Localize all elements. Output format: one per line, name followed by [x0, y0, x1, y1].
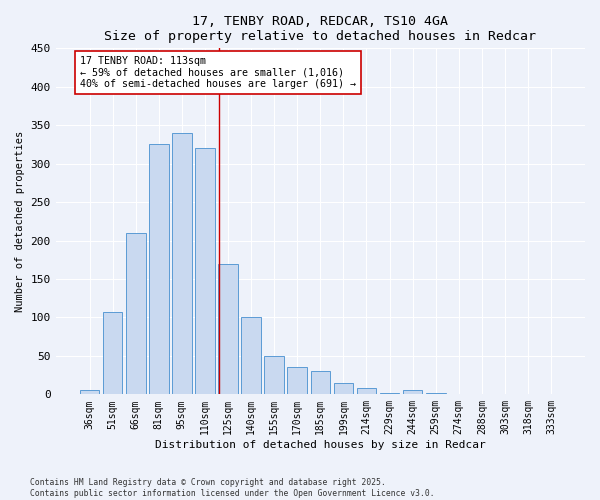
Y-axis label: Number of detached properties: Number of detached properties	[15, 130, 25, 312]
Bar	[356, 388, 376, 394]
Text: 17 TENBY ROAD: 113sqm
← 59% of detached houses are smaller (1,016)
40% of semi-d: 17 TENBY ROAD: 113sqm ← 59% of detached …	[80, 56, 356, 89]
Bar	[195, 148, 215, 394]
Bar	[403, 390, 422, 394]
X-axis label: Distribution of detached houses by size in Redcar: Distribution of detached houses by size …	[155, 440, 486, 450]
Bar	[265, 356, 284, 395]
Bar	[218, 264, 238, 394]
Bar	[241, 318, 261, 394]
Text: Contains HM Land Registry data © Crown copyright and database right 2025.
Contai: Contains HM Land Registry data © Crown c…	[30, 478, 434, 498]
Bar	[103, 312, 122, 394]
Bar	[334, 383, 353, 394]
Bar	[287, 368, 307, 394]
Bar	[311, 372, 330, 394]
Bar	[126, 233, 146, 394]
Bar	[172, 133, 191, 394]
Bar	[426, 393, 446, 394]
Bar	[149, 144, 169, 394]
Bar	[80, 390, 100, 394]
Title: 17, TENBY ROAD, REDCAR, TS10 4GA
Size of property relative to detached houses in: 17, TENBY ROAD, REDCAR, TS10 4GA Size of…	[104, 15, 536, 43]
Bar	[380, 393, 400, 394]
